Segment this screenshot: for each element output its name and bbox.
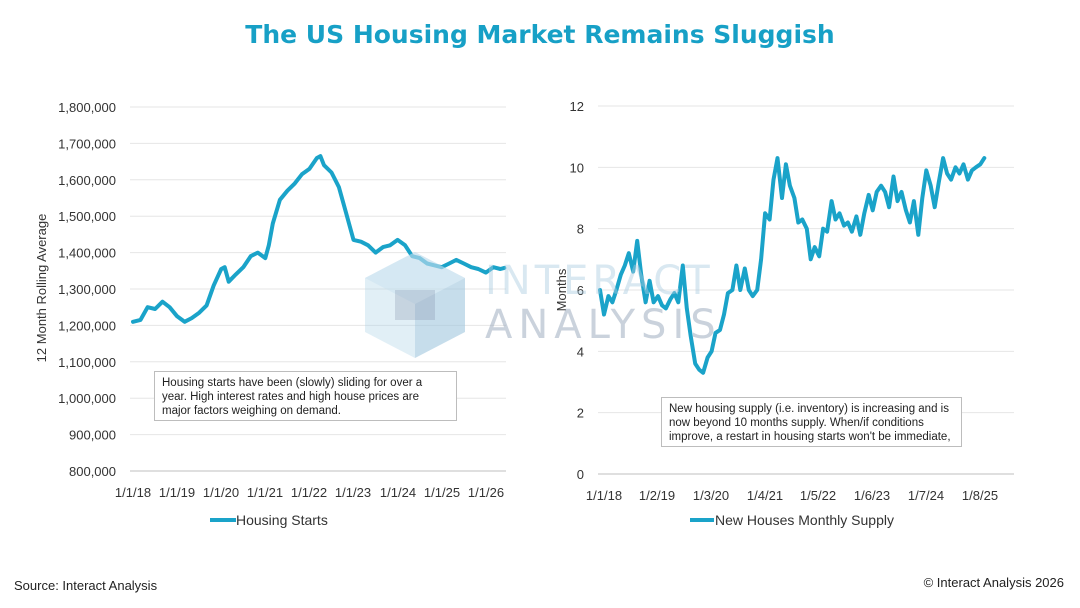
right-y-tick-label: 12 [570, 99, 584, 114]
right-y-tick-label: 6 [577, 283, 584, 298]
right-x-tick-label: 1/7/24 [908, 488, 944, 503]
left-x-tick-label: 1/1/25 [424, 485, 460, 500]
left-y-axis-label: 12 Month Rolling Average [34, 214, 49, 363]
right-y-tick-label: 0 [577, 467, 584, 482]
right-y-axis-label: Months [554, 268, 569, 311]
right-x-tick-label: 1/8/25 [962, 488, 998, 503]
left-x-tick-label: 1/1/20 [203, 485, 239, 500]
left-y-tick-label: 1,100,000 [58, 355, 116, 370]
left-y-tick-label: 1,600,000 [58, 173, 116, 188]
right-x-tick-label: 1/4/21 [747, 488, 783, 503]
left-x-tick-label: 1/1/23 [335, 485, 371, 500]
left-y-tick-label: 1,500,000 [58, 209, 116, 224]
left-y-tick-label: 800,000 [69, 464, 116, 479]
left-y-tick-label: 1,700,000 [58, 136, 116, 151]
left-y-tick-label: 1,000,000 [58, 391, 116, 406]
chart-title: The US Housing Market Remains Sluggish [245, 20, 835, 49]
watermark-cube-icon [365, 252, 465, 358]
left-x-tick-label: 1/1/21 [247, 485, 283, 500]
right-x-tick-label: 1/5/22 [800, 488, 836, 503]
right-y-tick-label: 4 [577, 344, 584, 359]
left-y-tick-label: 1,200,000 [58, 318, 116, 333]
right-x-tick-label: 1/6/23 [854, 488, 890, 503]
legend-label-housing-starts: Housing Starts [236, 512, 328, 528]
left-y-tick-labels: 800,000 900,000 1,000,000 1,100,000 1,200,00… [58, 100, 116, 479]
right-y-tick-label: 10 [570, 160, 584, 175]
left-x-tick-label: 1/1/19 [159, 485, 195, 500]
left-x-tick-label: 1/1/18 [115, 485, 151, 500]
left-annotation-box: Housing starts have been (slowly) slidin… [154, 371, 457, 421]
left-x-tick-labels: 1/1/18 1/1/19 1/1/20 1/1/21 1/1/22 1/1/23 1/1/… [115, 485, 504, 500]
housing-starts-line [131, 154, 507, 324]
left-x-tick-label: 1/1/24 [380, 485, 416, 500]
left-y-tick-label: 1,400,000 [58, 246, 116, 261]
right-y-tick-labels: 0 2 4 6 8 10 12 [570, 99, 584, 482]
watermark: INTERACT ANALYSIS [360, 250, 720, 360]
left-x-tick-label: 1/1/26 [468, 485, 504, 500]
left-y-tick-label: 900,000 [69, 428, 116, 443]
right-y-tick-label: 2 [577, 406, 584, 421]
monthly-supply-line [598, 156, 987, 375]
watermark-text-1: INTERACT [485, 258, 714, 304]
legend-label-monthly-supply: New Houses Monthly Supply [715, 512, 894, 528]
copyright-note: © Interact Analysis 2026 [923, 575, 1064, 590]
right-x-tick-labels: 1/1/18 1/2/19 1/3/20 1/4/21 1/5/22 1/6/23 1/7/… [586, 488, 998, 503]
right-x-tick-label: 1/3/20 [693, 488, 729, 503]
left-y-tick-label: 1,800,000 [58, 100, 116, 115]
source-note: Source: Interact Analysis [14, 578, 158, 593]
right-x-tick-label: 1/1/18 [586, 488, 622, 503]
right-annotation-box: New housing supply (i.e. inventory) is i… [661, 397, 962, 447]
left-y-tick-label: 1,300,000 [58, 282, 116, 297]
left-x-tick-label: 1/1/22 [291, 485, 327, 500]
right-y-tick-label: 8 [577, 222, 584, 237]
right-x-tick-label: 1/2/19 [639, 488, 675, 503]
watermark-text-2: ANALYSIS [485, 302, 722, 348]
